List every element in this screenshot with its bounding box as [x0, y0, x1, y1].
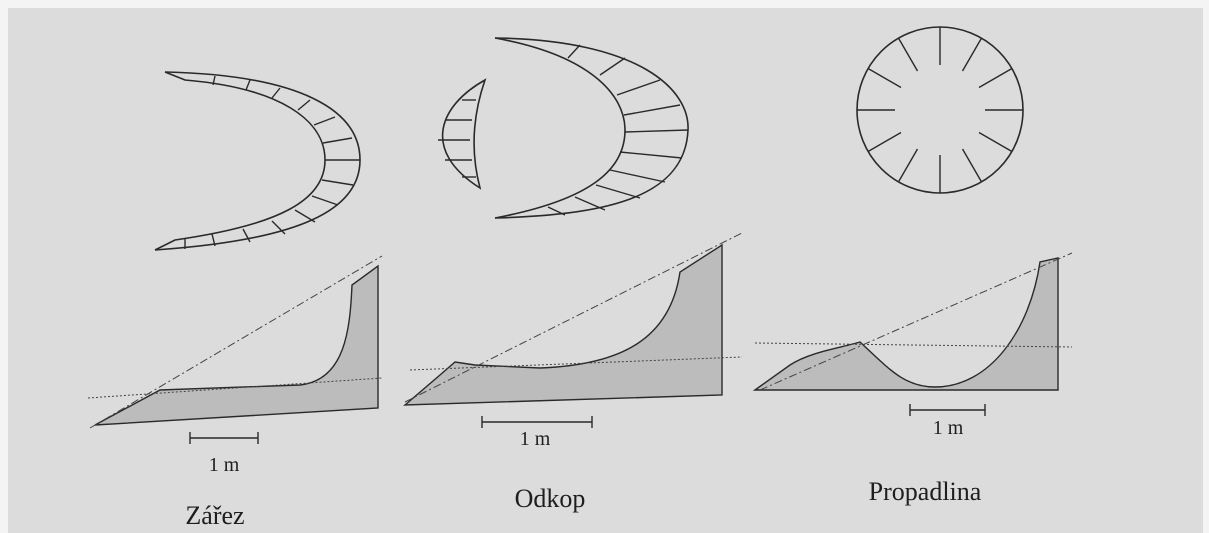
caption: Odkop: [515, 484, 586, 513]
propadlina-plan: [856, 26, 1024, 194]
scale-bars: [189, 404, 986, 444]
paper: [8, 8, 1203, 533]
scale-label: 1 m: [209, 454, 240, 476]
scale-label: 1 m: [520, 428, 551, 450]
zarez-profile: [87, 255, 383, 429]
scale-label: 1 m: [933, 417, 964, 439]
caption: Propadlina: [869, 477, 982, 506]
odkop-plan: [438, 37, 689, 219]
propadlina-profile: [752, 252, 1073, 391]
caption: Zářez: [185, 501, 244, 530]
zarez-plan: [154, 71, 361, 251]
odkop-profile: [403, 232, 743, 406]
